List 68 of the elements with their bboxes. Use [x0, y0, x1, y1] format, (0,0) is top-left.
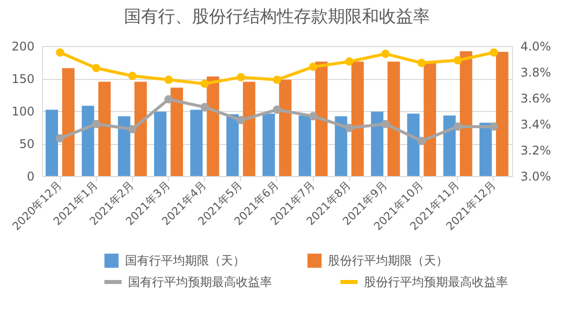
y2-tick-label: 3.8% — [520, 66, 551, 80]
legend-label: 股份行平均期限（天） — [328, 254, 448, 268]
point — [128, 72, 137, 80]
bar — [82, 106, 94, 176]
point — [200, 80, 209, 88]
point — [164, 95, 173, 104]
point — [164, 76, 173, 84]
bar — [351, 62, 364, 176]
bar — [134, 82, 147, 176]
bar — [496, 52, 508, 176]
bar — [298, 116, 312, 176]
point — [417, 58, 426, 68]
point — [200, 102, 209, 112]
bar — [460, 51, 472, 176]
bar — [424, 62, 436, 176]
point — [454, 122, 462, 131]
bar — [334, 116, 348, 176]
bar — [206, 76, 220, 176]
bar — [443, 116, 456, 176]
point — [345, 57, 354, 66]
point — [454, 56, 462, 64]
point — [92, 64, 100, 72]
point — [308, 62, 318, 71]
bar — [479, 122, 492, 176]
point — [381, 50, 390, 58]
point — [56, 134, 64, 142]
bar — [170, 88, 183, 176]
y2-tick-label: 3.2% — [520, 144, 551, 158]
bar — [154, 112, 166, 176]
legend-label: 国有行平均预期最高收益率 — [128, 275, 272, 289]
y-tick-label: 100 — [12, 104, 34, 118]
point — [272, 106, 282, 114]
point — [417, 136, 426, 146]
y-tick-label: 0 — [26, 170, 34, 184]
point — [236, 116, 246, 124]
point — [128, 125, 137, 134]
y2-tick-label: 3.0% — [520, 170, 551, 184]
legend-label: 股份行平均预期最高收益率 — [364, 275, 508, 289]
point — [236, 73, 246, 82]
bar — [262, 114, 275, 176]
point — [92, 120, 100, 128]
bar — [279, 80, 292, 176]
bar — [242, 82, 256, 176]
bar — [46, 110, 58, 176]
bar — [388, 62, 400, 176]
y2-tick-label: 3.6% — [520, 92, 551, 106]
point — [490, 122, 498, 131]
y2-tick-label: 3.4% — [520, 118, 551, 132]
point — [56, 48, 64, 57]
bar — [190, 110, 203, 176]
bar — [407, 114, 420, 176]
point — [345, 124, 354, 132]
bar — [315, 62, 328, 176]
point — [272, 76, 282, 84]
bar — [226, 114, 239, 176]
chart-title: 国有行、股份行结构性存款期限和收益率 — [124, 7, 430, 27]
y-tick-label: 200 — [12, 40, 34, 54]
y2-tick-label: 4.0% — [520, 40, 551, 54]
legend-label: 国有行平均期限（天） — [125, 254, 245, 268]
point — [381, 120, 390, 128]
point — [308, 112, 318, 120]
bar — [371, 112, 384, 176]
y-tick-label: 150 — [12, 72, 34, 86]
bar — [118, 116, 130, 176]
point — [490, 48, 498, 57]
bar — [62, 68, 75, 176]
y-tick-label: 50 — [19, 137, 34, 151]
bar — [98, 82, 111, 176]
